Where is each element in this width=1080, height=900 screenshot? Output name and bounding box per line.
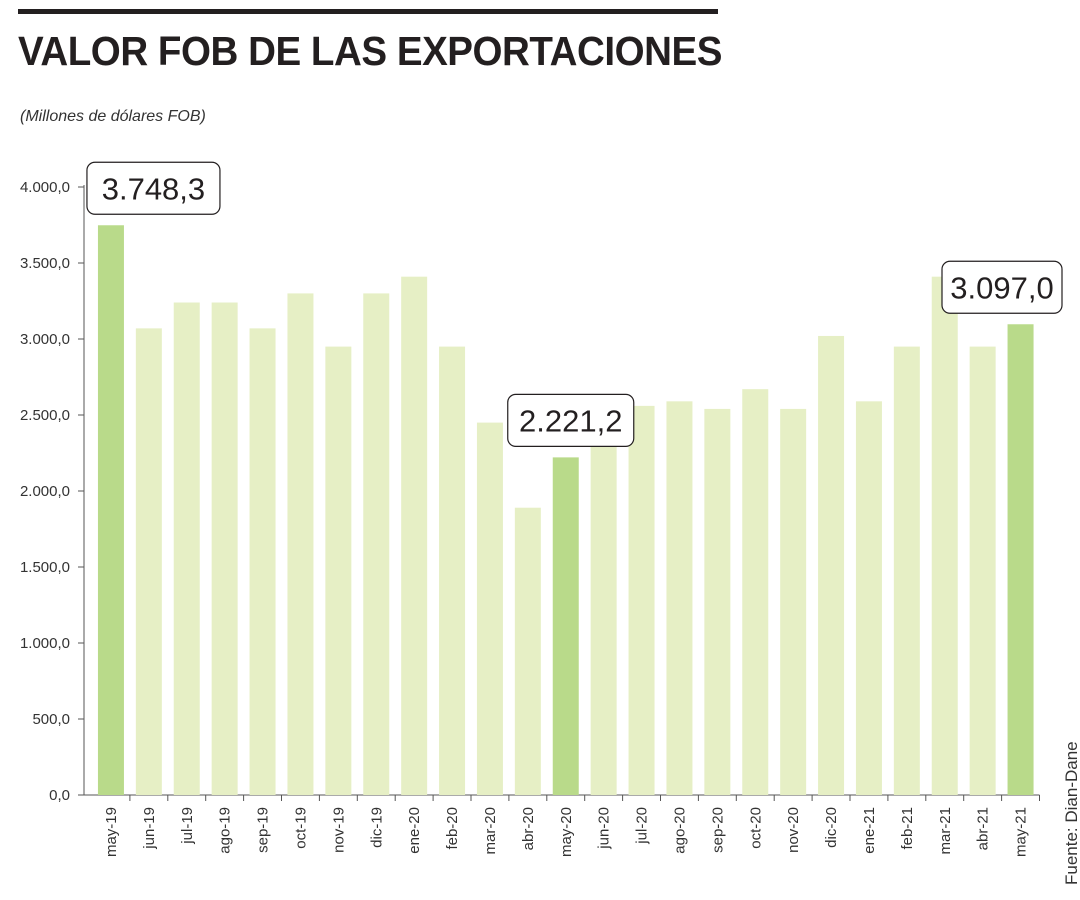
callout-box (941, 260, 1063, 314)
bar (514, 507, 541, 795)
x-tick-label: feb-21 (899, 807, 916, 850)
bar (249, 328, 276, 795)
bar (704, 408, 731, 795)
bar (401, 276, 428, 795)
callout-label: 2.221,2 (519, 403, 622, 438)
x-tick-label: jun-19 (141, 807, 158, 850)
bar (590, 446, 617, 795)
bar (1007, 324, 1034, 795)
x-tick-label: abr-20 (520, 807, 537, 850)
x-tick-label: nov-20 (785, 807, 802, 853)
bar (363, 293, 390, 795)
callout-label: 3.748,3 (102, 171, 205, 206)
x-tick-label: dic-20 (823, 807, 840, 848)
bar (211, 302, 238, 795)
y-tick-label: 500,0 (32, 711, 70, 728)
x-tick-label: oct-19 (292, 807, 309, 849)
x-tick-label: mar-20 (482, 807, 499, 855)
y-tick-label: 1.000,0 (20, 635, 70, 652)
x-tick-label: ago-19 (217, 807, 234, 854)
x-tick-label: dic-19 (368, 807, 385, 848)
x-tick-label: may-19 (103, 807, 120, 857)
bar (969, 346, 996, 795)
x-tick-label: jul-19 (179, 807, 196, 845)
y-tick-label: 3.500,0 (20, 255, 70, 272)
bar (552, 457, 579, 795)
x-tick-label: jul-20 (634, 807, 651, 845)
callout-label: 3.097,0 (950, 270, 1053, 305)
bar (893, 346, 920, 795)
y-tick-label: 2.000,0 (20, 483, 70, 500)
x-tick-label: jun-20 (596, 807, 613, 850)
x-tick-label: may-20 (558, 807, 575, 857)
x-tick-label: sep-20 (709, 807, 726, 853)
x-tick-label: ene-20 (406, 807, 423, 854)
x-tick-label: oct-20 (747, 807, 764, 849)
bar (780, 408, 807, 795)
x-tick-label: abr-21 (975, 807, 992, 850)
y-tick-label: 0,0 (49, 787, 70, 804)
bar (135, 328, 162, 795)
bar (476, 422, 503, 795)
bar (287, 293, 314, 795)
callout-box (507, 393, 635, 447)
x-tick-label: mar-21 (937, 807, 954, 855)
y-tick-label: 2.500,0 (20, 407, 70, 424)
x-tick-label: nov-19 (330, 807, 347, 853)
bar (325, 346, 352, 795)
bar (666, 401, 693, 795)
bar (931, 276, 958, 795)
bar (742, 389, 769, 795)
y-tick-label: 4.000,0 (20, 179, 70, 196)
x-tick-label: ene-21 (861, 807, 878, 854)
bar (173, 302, 200, 795)
x-tick-label: feb-20 (444, 807, 461, 850)
bar (439, 346, 466, 795)
x-tick-label: ago-20 (671, 807, 688, 854)
callout-box (86, 161, 221, 215)
title-rule (18, 9, 718, 14)
y-tick-label: 3.000,0 (20, 331, 70, 348)
bar (628, 405, 655, 795)
x-tick-label: sep-19 (255, 807, 272, 853)
bar (855, 401, 882, 795)
chart-subtitle: (Millones de dólares FOB) (20, 108, 206, 125)
bar (97, 225, 124, 795)
chart-title: VALOR FOB DE LAS EXPORTACIONES (18, 28, 722, 74)
x-tick-label: may-21 (1013, 807, 1030, 857)
bar (818, 335, 845, 795)
y-tick-label: 1.500,0 (20, 559, 70, 576)
